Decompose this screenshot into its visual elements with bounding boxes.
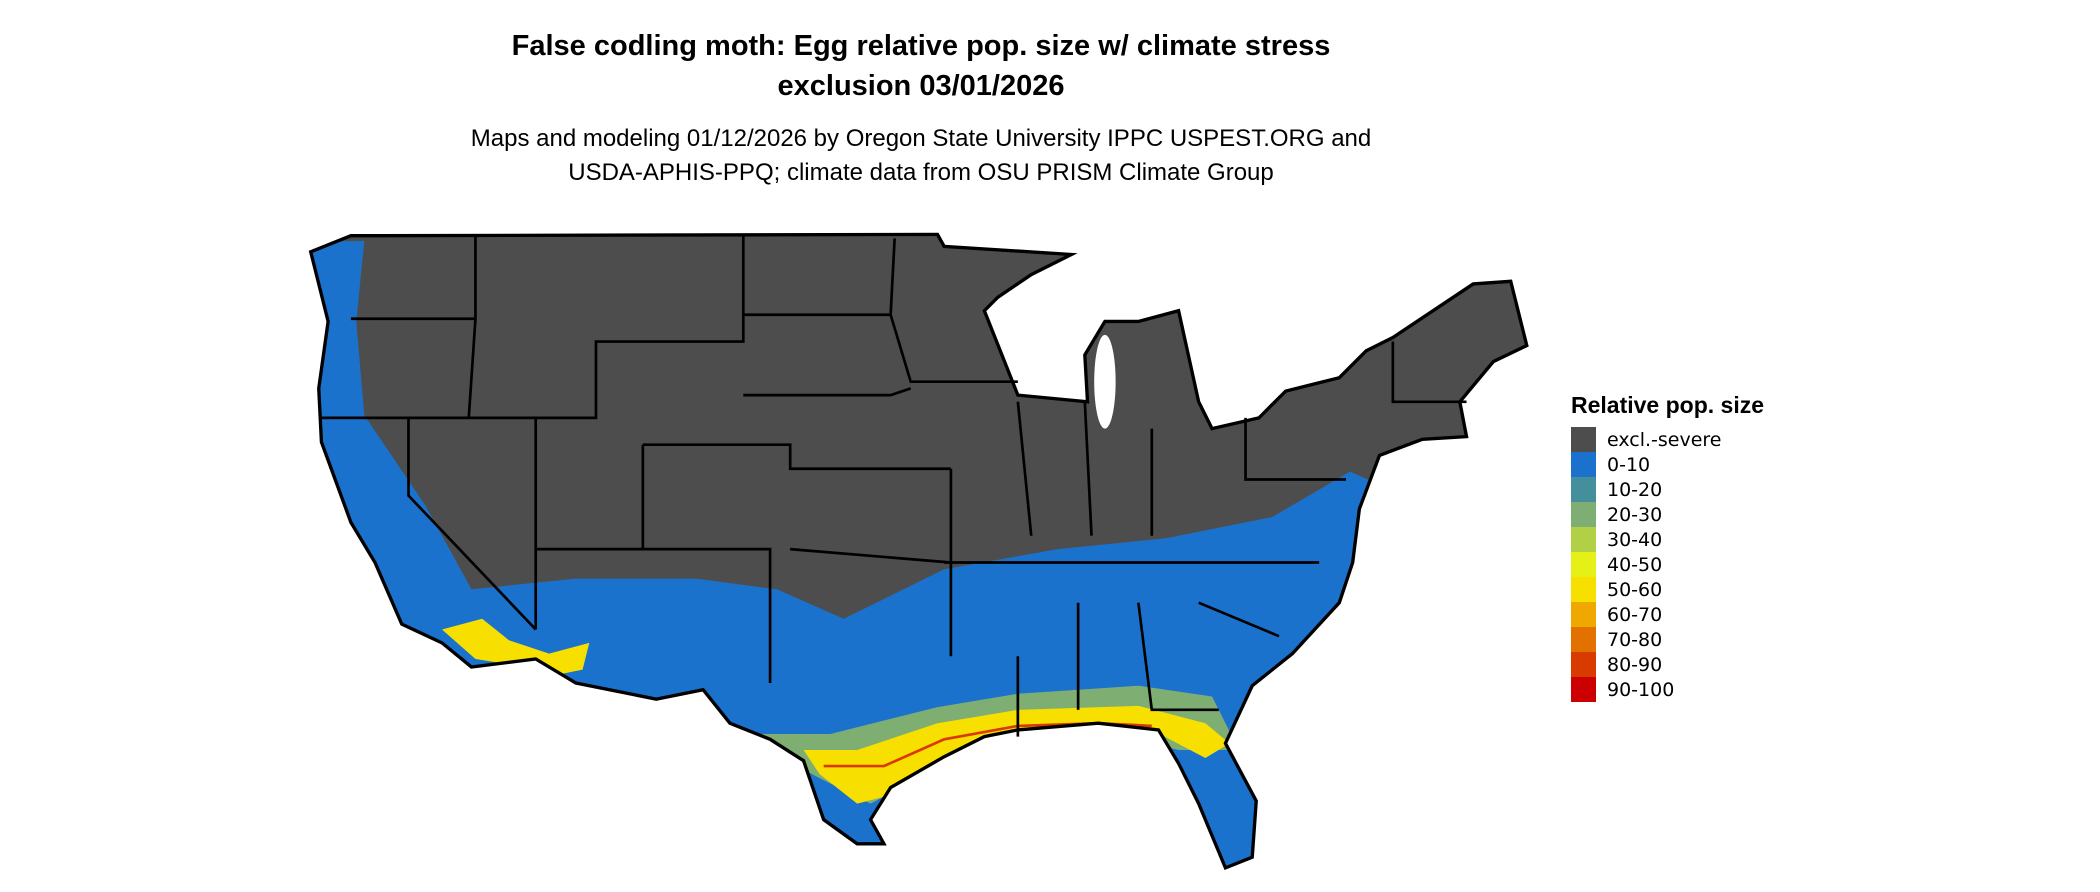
state-borders xyxy=(321,235,1467,737)
legend-item: 10-20 xyxy=(1571,477,1764,502)
legend-swatch xyxy=(1571,627,1596,652)
legend-item: excl.-severe xyxy=(1571,427,1764,452)
map-title-line-1: False codling moth: Egg relative pop. si… xyxy=(511,30,1331,62)
legend-label: 20-30 xyxy=(1607,503,1663,526)
legend-label: excl.-severe xyxy=(1607,428,1722,451)
legend-swatch xyxy=(1571,502,1596,527)
legend-label: 40-50 xyxy=(1607,553,1663,576)
legend-label: 0-10 xyxy=(1607,453,1651,476)
legend-label: 70-80 xyxy=(1607,628,1663,651)
legend-label: 30-40 xyxy=(1607,528,1663,551)
legend-swatch xyxy=(1571,652,1596,677)
legend-item: 20-30 xyxy=(1571,502,1764,527)
region-socal-50-60 xyxy=(441,618,590,677)
lake-michigan xyxy=(1094,334,1116,429)
map-subtitle-line-1: Maps and modeling 01/12/2026 by Oregon S… xyxy=(470,125,1372,152)
legend-label: 50-60 xyxy=(1607,578,1663,601)
legend-item: 50-60 xyxy=(1571,577,1764,602)
legend-swatch xyxy=(1571,427,1596,452)
legend: Relative pop. size excl.-severe 0-10 10-20… xyxy=(1571,392,1764,702)
legend-label: 10-20 xyxy=(1607,478,1663,501)
legend-item: 90-100 xyxy=(1571,677,1764,702)
legend-item: 0-10 xyxy=(1571,452,1764,477)
legend-label: 90-100 xyxy=(1607,678,1675,701)
legend-label: 80-90 xyxy=(1607,653,1663,676)
legend-swatch xyxy=(1571,552,1596,577)
legend-item: 70-80 xyxy=(1571,627,1764,652)
legend-item: 30-40 xyxy=(1571,527,1764,552)
legend-label: 60-70 xyxy=(1607,603,1663,626)
map-subtitle-line-2: USDA-APHIS-PPQ; climate data from OSU PR… xyxy=(568,159,1274,186)
legend-swatch xyxy=(1571,577,1596,602)
legend-swatch xyxy=(1571,677,1596,702)
legend-swatch xyxy=(1571,527,1596,552)
legend-item: 80-90 xyxy=(1571,652,1764,677)
legend-swatch xyxy=(1571,477,1596,502)
legend-swatch xyxy=(1571,602,1596,627)
map-title-line-2: exclusion 03/01/2026 xyxy=(777,70,1065,102)
legend-item: 40-50 xyxy=(1571,552,1764,577)
legend-title: Relative pop. size xyxy=(1571,392,1765,418)
legend-item: 60-70 xyxy=(1571,602,1764,627)
legend-swatch xyxy=(1571,452,1596,477)
